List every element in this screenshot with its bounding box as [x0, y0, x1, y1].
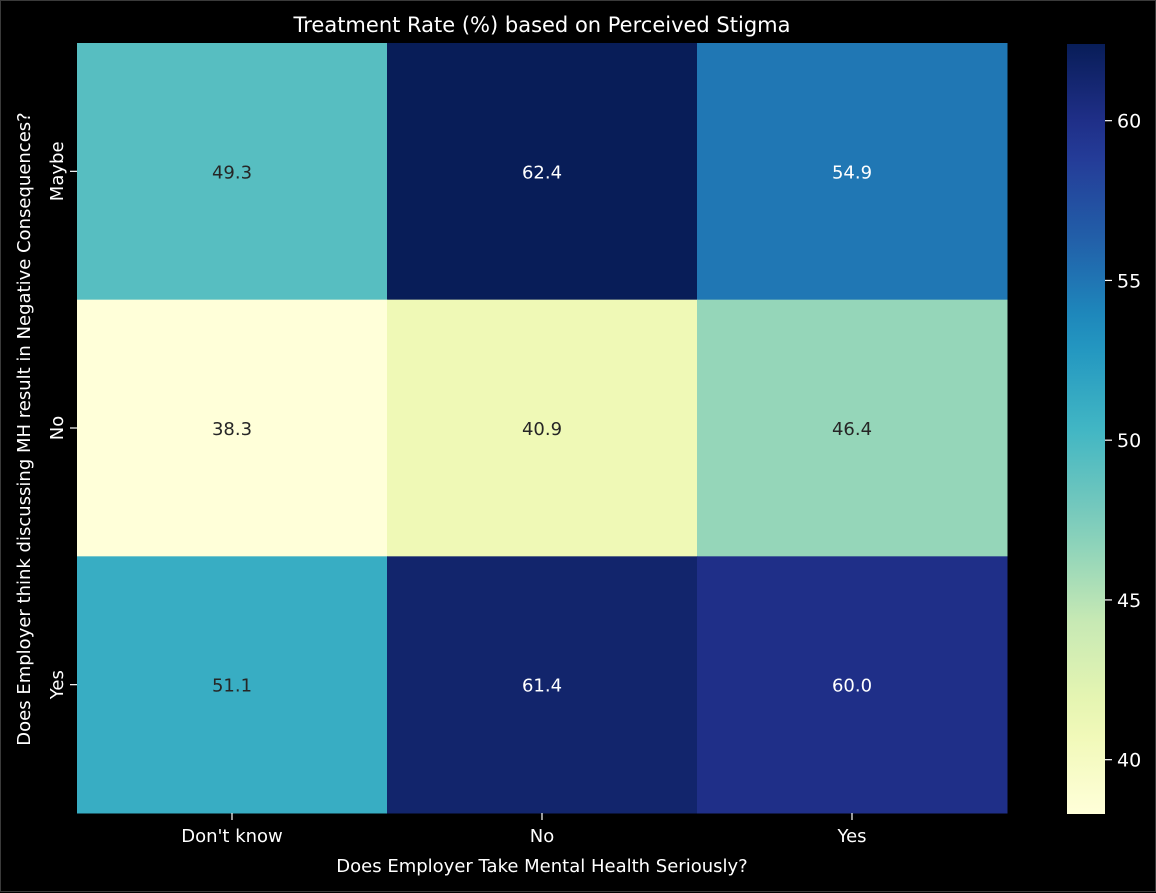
colorbar-tick-label: 60 [1117, 111, 1141, 133]
heatmap-cell [697, 43, 1008, 301]
heatmap-cell [387, 299, 698, 557]
cell-value-label: 60.0 [832, 676, 872, 697]
cell-value-label: 61.4 [522, 676, 562, 697]
cell-value-label: 40.9 [522, 419, 562, 440]
colorbar-tick-label: 40 [1117, 750, 1141, 772]
heatmap-cell [77, 556, 388, 814]
colorbar-tick-label: 45 [1117, 590, 1141, 612]
x-axis-label: Does Employer Take Mental Health Serious… [336, 856, 747, 877]
x-tick-label: Yes [836, 826, 866, 847]
cell-value-label: 62.4 [522, 162, 562, 183]
y-tick-label: Yes [47, 670, 68, 700]
colorbar [1067, 44, 1105, 814]
heatmap-cell [77, 43, 388, 301]
cell-value-label: 54.9 [832, 162, 872, 183]
heatmap-cell [697, 299, 1008, 557]
cell-value-label: 49.3 [212, 162, 252, 183]
cell-value-label: 38.3 [212, 419, 252, 440]
heatmap-cell [387, 43, 698, 301]
x-tick-label: No [530, 826, 554, 847]
cell-value-label: 46.4 [832, 419, 872, 440]
y-tick-label: Maybe [47, 141, 68, 201]
chart-title: Treatment Rate (%) based on Perceived St… [293, 13, 791, 37]
x-tick-label: Don't know [181, 826, 283, 847]
colorbar-tick-label: 50 [1117, 430, 1141, 452]
y-tick-label: No [47, 416, 68, 440]
x-axis-ticks: Don't know No Yes [181, 813, 867, 847]
heatmap-cell [77, 299, 388, 557]
cell-value-label: 51.1 [212, 676, 252, 697]
heatmap-cell [697, 556, 1008, 814]
colorbar-tick-label: 55 [1117, 270, 1141, 292]
y-axis-label: Does Employer think discussing MH result… [14, 112, 35, 745]
heatmap-cells: 49.3 62.4 54.9 38.3 40.9 46.4 51.1 61.4 60.0 [77, 43, 1008, 814]
heatmap-cell [387, 556, 698, 814]
y-axis-ticks: Maybe No Yes [47, 141, 77, 700]
colorbar-ticks: 40 45 50 55 60 [1105, 111, 1141, 772]
